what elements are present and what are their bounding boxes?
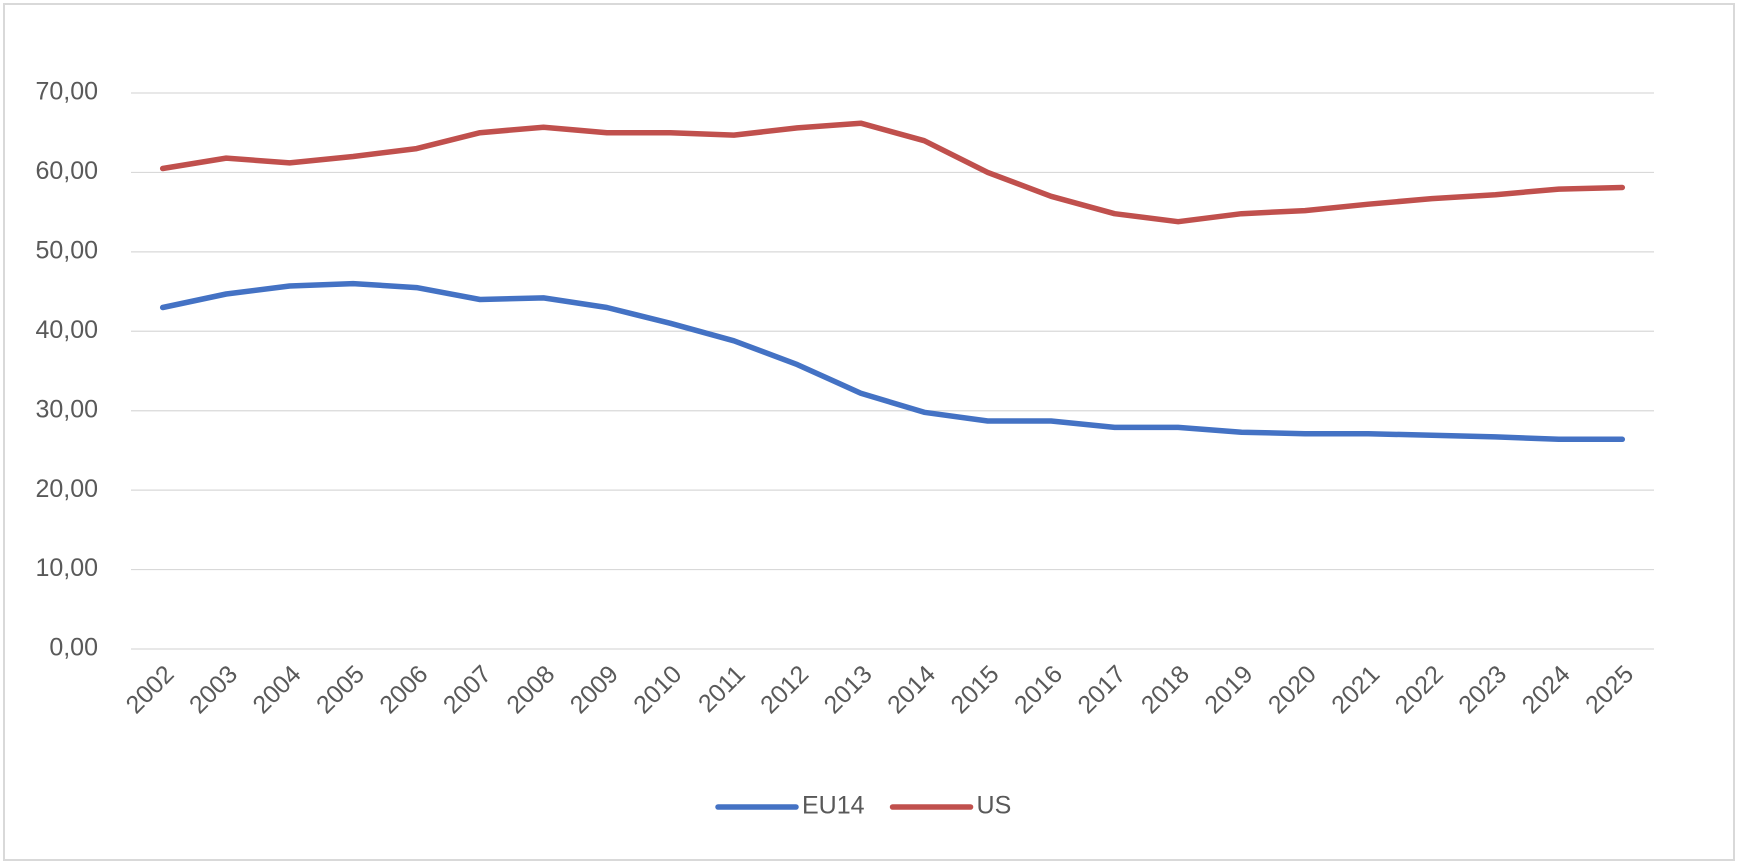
legend-label: US — [977, 792, 1012, 820]
y-tick-label: 60,00 — [35, 157, 98, 185]
y-tick-label: 30,00 — [35, 395, 98, 423]
y-tick-label: 0,00 — [49, 634, 98, 662]
series-line — [159, 120, 1626, 225]
chart-frame — [3, 3, 1735, 861]
y-tick-label: 70,00 — [35, 78, 98, 106]
y-tick-label: 20,00 — [35, 475, 98, 503]
y-tick-label: 10,00 — [35, 554, 98, 582]
y-tick-label: 50,00 — [35, 236, 98, 264]
series-line — [159, 280, 1626, 443]
y-tick-label: 40,00 — [35, 316, 98, 344]
legend-label: EU14 — [802, 792, 865, 820]
